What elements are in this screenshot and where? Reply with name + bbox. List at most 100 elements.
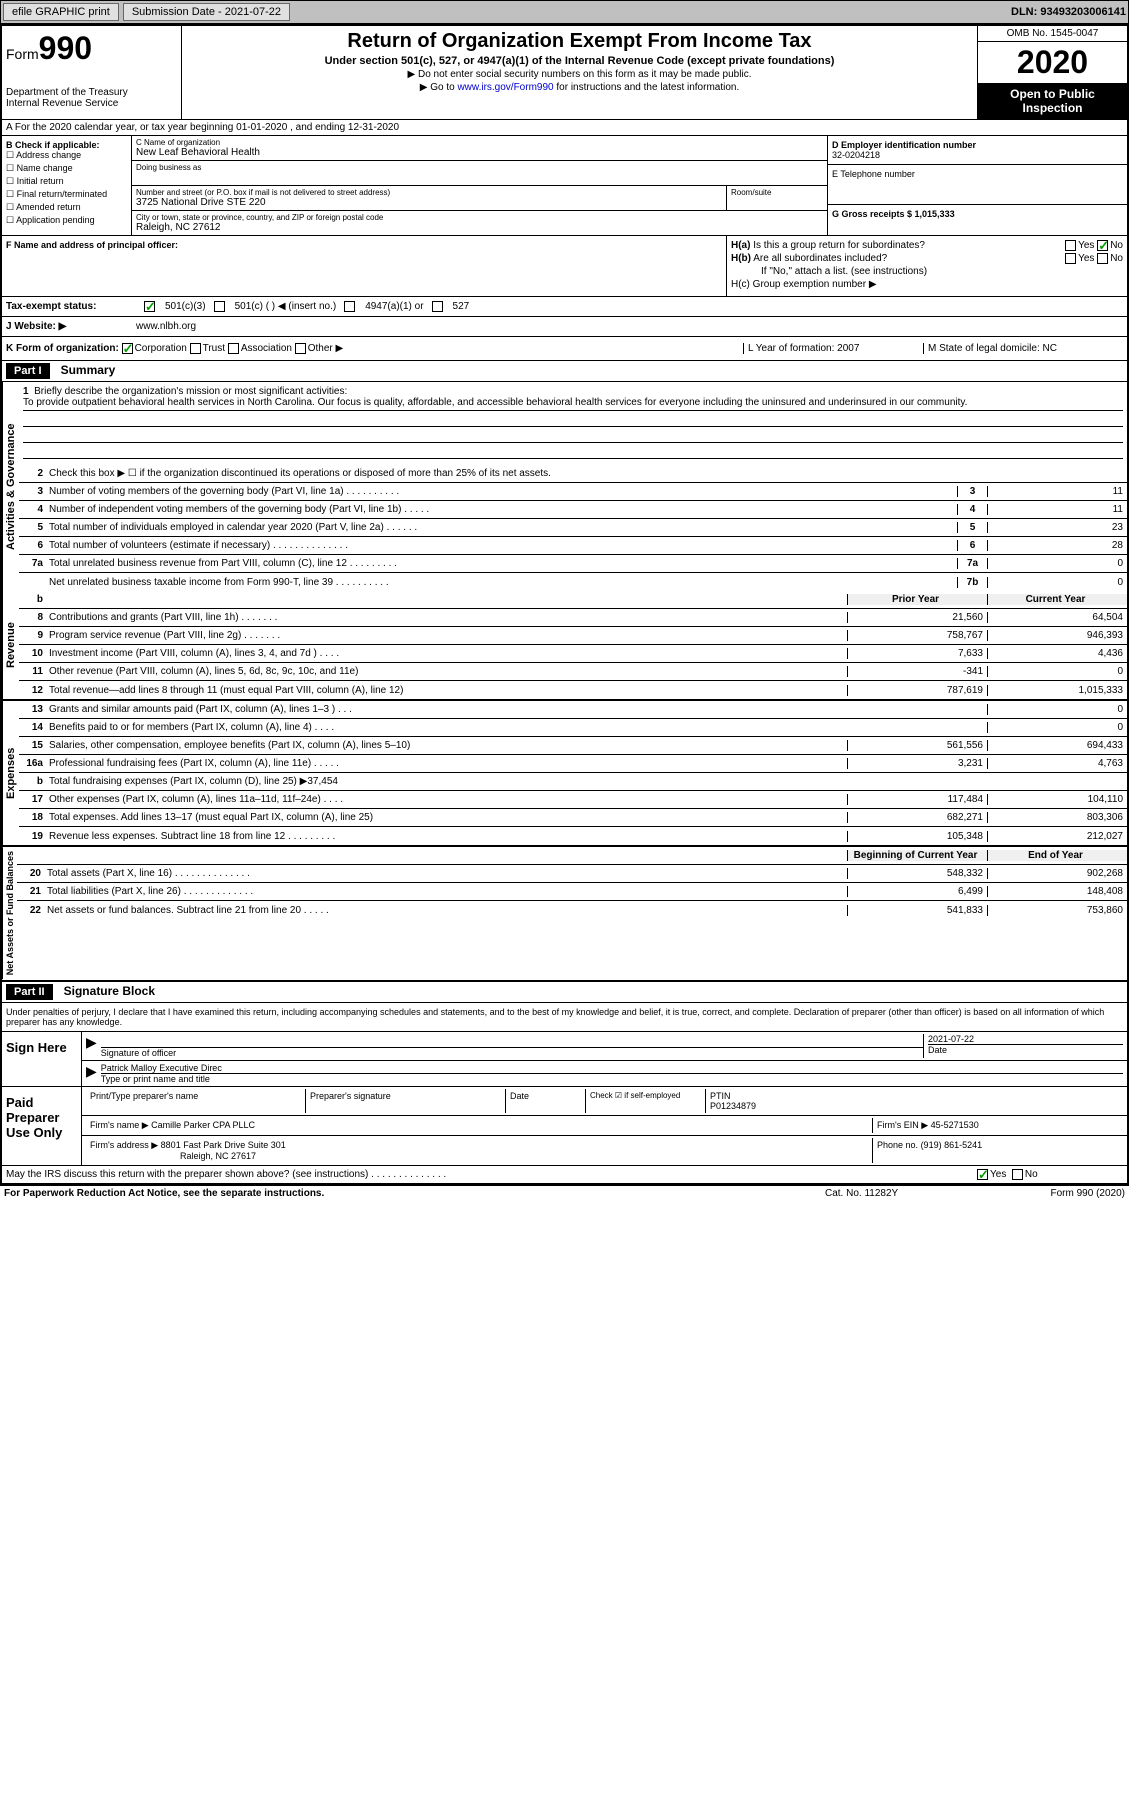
chk-address-change[interactable]: ☐ Address change <box>6 150 127 161</box>
chk-final-return[interactable]: ☐ Final return/terminated <box>6 189 127 200</box>
firm-phone: (919) 861-5241 <box>921 1140 983 1150</box>
top-toolbar: efile GRAPHIC print Submission Date - 20… <box>0 0 1129 24</box>
table-row: 10Investment income (Part VIII, column (… <box>19 645 1127 663</box>
net-header: Beginning of Current YearEnd of Year <box>17 847 1127 865</box>
org-name: New Leaf Behavioral Health <box>136 147 823 158</box>
table-row: 3Number of voting members of the governi… <box>19 483 1127 501</box>
prep-check-label: Check ☑ if self-employed <box>586 1089 706 1113</box>
table-row: 12Total revenue—add lines 8 through 11 (… <box>19 681 1127 699</box>
table-row: 8Contributions and grants (Part VIII, li… <box>19 609 1127 627</box>
table-row: 16aProfessional fundraising fees (Part I… <box>19 755 1127 773</box>
part1-badge: Part I <box>6 363 50 379</box>
firm-addr2: Raleigh, NC 27617 <box>90 1151 868 1161</box>
omb-number: OMB No. 1545-0047 <box>978 26 1127 42</box>
irs-link[interactable]: www.irs.gov/Form990 <box>457 82 553 93</box>
dba-label: Doing business as <box>136 163 823 172</box>
chk-assoc[interactable] <box>228 343 239 354</box>
vert-governance: Activities & Governance <box>2 382 19 591</box>
preparer-section: Paid Preparer Use Only Print/Type prepar… <box>2 1087 1127 1166</box>
prep-print-label: Print/Type preparer's name <box>86 1089 306 1113</box>
summary-governance: Activities & Governance 1 Briefly descri… <box>2 382 1127 591</box>
section-fgh: F Name and address of principal officer:… <box>2 236 1127 297</box>
room-label: Room/suite <box>731 188 823 197</box>
summary-netassets: Net Assets or Fund Balances Beginning of… <box>2 847 1127 979</box>
note-link: ▶ Go to www.irs.gov/Form990 for instruct… <box>186 82 973 93</box>
section-bcde: B Check if applicable: ☐ Address change … <box>2 136 1127 236</box>
firm-addr1: 8801 Fast Park Drive Suite 301 <box>161 1140 286 1150</box>
cat-no: Cat. No. 11282Y <box>825 1188 975 1199</box>
row-k-form-org: K Form of organization: Corporation Trus… <box>2 337 1127 361</box>
table-row: 19Revenue less expenses. Subtract line 1… <box>19 827 1127 845</box>
chk-501c[interactable] <box>214 301 225 312</box>
preparer-label: Paid Preparer Use Only <box>2 1087 82 1165</box>
ptin-value: P01234879 <box>710 1101 1119 1111</box>
mission-block: 1 Briefly describe the organization's mi… <box>19 382 1127 465</box>
part1-header-row: Part I Summary <box>2 361 1127 382</box>
efile-btn[interactable]: efile GRAPHIC print <box>3 3 119 21</box>
part2-title: Signature Block <box>56 984 155 998</box>
vert-expenses: Expenses <box>2 701 19 845</box>
chk-4947[interactable] <box>344 301 355 312</box>
ein-value: 32-0204218 <box>832 150 1123 160</box>
open-to-public: Open to Public Inspection <box>978 83 1127 119</box>
ein-label: D Employer identification number <box>832 140 1123 150</box>
table-row: 17Other expenses (Part IX, column (A), l… <box>19 791 1127 809</box>
discuss-row: May the IRS discuss this return with the… <box>2 1166 1127 1184</box>
tel-label: E Telephone number <box>832 169 1123 179</box>
table-row: 18Total expenses. Add lines 13–17 (must … <box>19 809 1127 827</box>
prep-sig-label: Preparer's signature <box>306 1089 506 1113</box>
table-row: 9Program service revenue (Part VIII, lin… <box>19 627 1127 645</box>
table-row: 4Number of independent voting members of… <box>19 501 1127 519</box>
ha-yes[interactable] <box>1065 240 1076 251</box>
form-number: Form990 <box>6 30 177 67</box>
rev-header: b Prior YearCurrent Year <box>19 591 1127 609</box>
penalties-text: Under penalties of perjury, I declare th… <box>2 1003 1127 1032</box>
table-row: 11Other revenue (Part VIII, column (A), … <box>19 663 1127 681</box>
gross-receipts: G Gross receipts $ 1,015,333 <box>832 209 1123 219</box>
table-row: Net unrelated business taxable income fr… <box>19 573 1127 591</box>
ha-no[interactable] <box>1097 240 1108 251</box>
table-row: 7aTotal unrelated business revenue from … <box>19 555 1127 573</box>
col-b-checkboxes: B Check if applicable: ☐ Address change … <box>2 136 132 235</box>
hb-no[interactable] <box>1097 253 1108 264</box>
submission-date: Submission Date - 2021-07-22 <box>123 3 290 21</box>
vert-revenue: Revenue <box>2 591 19 699</box>
chk-other[interactable] <box>295 343 306 354</box>
col-f-officer: F Name and address of principal officer: <box>2 236 727 296</box>
paperwork-notice: For Paperwork Reduction Act Notice, see … <box>4 1188 825 1199</box>
form-subtitle: Under section 501(c), 527, or 4947(a)(1)… <box>186 55 973 67</box>
form-title: Return of Organization Exempt From Incom… <box>186 30 973 53</box>
chk-corp[interactable] <box>122 343 133 354</box>
note-ssn: ▶ Do not enter social security numbers o… <box>186 69 973 80</box>
chk-527[interactable] <box>432 301 443 312</box>
chk-501c3[interactable] <box>144 301 155 312</box>
year-formation: L Year of formation: 2007 <box>743 343 923 354</box>
vert-netassets: Net Assets or Fund Balances <box>2 847 17 979</box>
hb-yes[interactable] <box>1065 253 1076 264</box>
org-name-label: C Name of organization <box>136 138 823 147</box>
row-a-tax-year: A For the 2020 calendar year, or tax yea… <box>2 120 1127 136</box>
ptin-label: PTIN <box>710 1091 1119 1101</box>
discuss-yes[interactable] <box>977 1169 988 1180</box>
table-row: 20Total assets (Part X, line 16) . . . .… <box>17 865 1127 883</box>
sign-here-section: Sign Here ▶ Signature of officer 2021-07… <box>2 1032 1127 1087</box>
sig-officer-label: Signature of officer <box>101 1048 923 1058</box>
chk-initial-return[interactable]: ☐ Initial return <box>6 176 127 187</box>
table-row: 21Total liabilities (Part X, line 26) . … <box>17 883 1127 901</box>
website-url[interactable]: www.nlbh.org <box>136 321 196 332</box>
sig-date-label: Date <box>928 1045 1123 1055</box>
state-domicile: M State of legal domicile: NC <box>923 343 1123 354</box>
summary-expenses: Expenses 13Grants and similar amounts pa… <box>2 701 1127 845</box>
discuss-no[interactable] <box>1012 1169 1023 1180</box>
form-990: Form990 Department of the Treasury Inter… <box>0 24 1129 1186</box>
table-row: 2Check this box ▶ ☐ if the organization … <box>19 465 1127 483</box>
sign-here-label: Sign Here <box>2 1032 82 1086</box>
chk-trust[interactable] <box>190 343 201 354</box>
chk-app-pending[interactable]: ☐ Application pending <box>6 215 127 226</box>
dln: DLN: 93493203006141 <box>1011 6 1126 18</box>
chk-name-change[interactable]: ☐ Name change <box>6 163 127 174</box>
part2-header-row: Part II Signature Block <box>2 982 1127 1003</box>
chk-amended[interactable]: ☐ Amended return <box>6 202 127 213</box>
table-row: 5Total number of individuals employed in… <box>19 519 1127 537</box>
firm-name: Camille Parker CPA PLLC <box>151 1120 255 1130</box>
